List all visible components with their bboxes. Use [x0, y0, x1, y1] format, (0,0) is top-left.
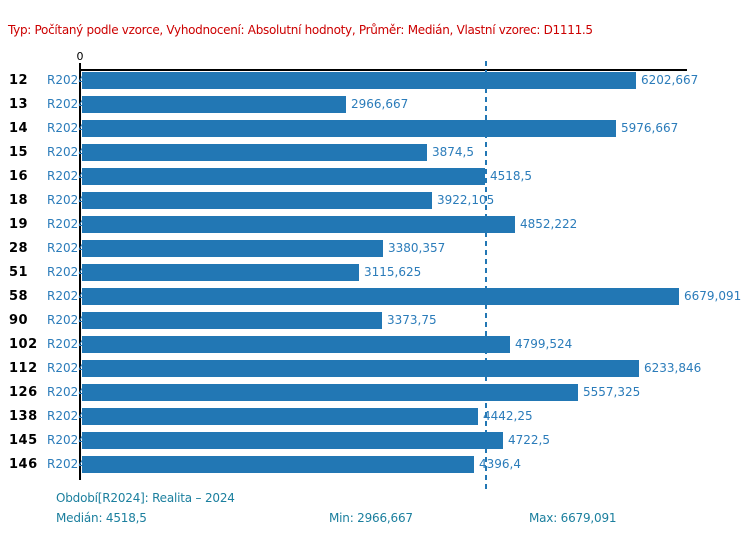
row-period-label: R2024: [47, 121, 86, 135]
bar-row: 13 R2024 2966,667: [0, 96, 750, 120]
value-bar[interactable]: [82, 192, 432, 209]
bar-row: 146 R2024 4396,4: [0, 456, 750, 480]
row-number-label: 28: [9, 241, 29, 256]
row-number-label: 16: [9, 169, 29, 184]
value-bar[interactable]: [82, 168, 485, 185]
row-number-label: 51: [9, 265, 29, 280]
value-bar[interactable]: [82, 384, 578, 401]
row-number-label: 146: [9, 457, 38, 472]
bar-value-label: 2966,667: [351, 97, 409, 111]
bar-value-label: 3922,105: [437, 193, 495, 207]
value-bar[interactable]: [82, 72, 636, 89]
value-bar[interactable]: [82, 432, 503, 449]
row-number-label: 15: [9, 145, 29, 160]
bar-value-label: 5976,667: [621, 121, 679, 135]
row-number-label: 12: [9, 73, 29, 88]
bar-row: 51 R2024 3115,625: [0, 264, 750, 288]
footer-median-stat: Medián: 4518,5: [56, 511, 147, 525]
bar-row: 126 R2024 5557,325: [0, 384, 750, 408]
bar-rows: 12 R2024 6202,667 13 R2024 2966,667 14 R2024 597…: [0, 72, 750, 480]
axis-zero-tick-label: 0: [76, 50, 84, 63]
bar-value-label: 4722,5: [508, 433, 550, 447]
row-number-label: 126: [9, 385, 38, 400]
bar-row: 102 R2024 4799,524: [0, 336, 750, 360]
bar-row: 12 R2024 6202,667: [0, 72, 750, 96]
footer-min-stat: Min: 2966,667: [329, 511, 413, 525]
bar-row: 145 R2024 4722,5: [0, 432, 750, 456]
bar-value-label: 5557,325: [583, 385, 641, 399]
bar-value-label: 4518,5: [490, 169, 532, 183]
bar-value-label: 3373,75: [387, 313, 437, 327]
bar-row: 90 R2024 3373,75: [0, 312, 750, 336]
bar-value-label: 6679,091: [684, 289, 742, 303]
value-bar[interactable]: [82, 456, 474, 473]
value-bar[interactable]: [82, 312, 382, 329]
footer-period-label: Období[R2024]: Realita – 2024: [56, 491, 235, 505]
value-bar[interactable]: [82, 120, 616, 137]
row-period-label: R2024: [47, 217, 86, 231]
bar-row: 58 R2024 6679,091: [0, 288, 750, 312]
bar-row: 14 R2024 5976,667: [0, 120, 750, 144]
bar-value-label: 3380,357: [388, 241, 446, 255]
row-period-label: R2024: [47, 289, 86, 303]
bar-value-label: 3115,625: [364, 265, 422, 279]
row-period-label: R2024: [47, 265, 86, 279]
row-period-label: R2024: [47, 457, 86, 471]
row-number-label: 18: [9, 193, 29, 208]
row-period-label: R2024: [47, 73, 86, 87]
row-period-label: R2024: [47, 97, 86, 111]
row-period-label: R2024: [47, 361, 86, 375]
row-period-label: R2024: [47, 169, 86, 183]
bar-value-label: 4799,524: [515, 337, 573, 351]
bar-row: 18 R2024 3922,105: [0, 192, 750, 216]
bar-row: 19 R2024 4852,222: [0, 216, 750, 240]
bar-value-label: 6233,846: [644, 361, 702, 375]
row-number-label: 14: [9, 121, 29, 136]
bar-value-label: 4852,222: [520, 217, 578, 231]
bar-row: 138 R2024 4442,25: [0, 408, 750, 432]
median-reference-line: [485, 61, 487, 489]
value-bar[interactable]: [82, 408, 478, 425]
row-period-label: R2024: [47, 193, 86, 207]
value-bar[interactable]: [82, 240, 383, 257]
row-number-label: 138: [9, 409, 38, 424]
footer-max-stat: Max: 6679,091: [529, 511, 617, 525]
row-period-label: R2024: [47, 433, 86, 447]
value-bar[interactable]: [82, 144, 427, 161]
row-number-label: 102: [9, 337, 38, 352]
value-bar[interactable]: [82, 264, 359, 281]
row-number-label: 145: [9, 433, 38, 448]
value-bar[interactable]: [82, 336, 510, 353]
row-period-label: R2024: [47, 313, 86, 327]
bar-value-label: 3874,5: [432, 145, 474, 159]
chart-settings-info: Typ: Počítaný podle vzorce, Vyhodnocení:…: [8, 23, 593, 37]
row-number-label: 112: [9, 361, 38, 376]
row-number-label: 58: [9, 289, 29, 304]
bar-row: 15 R2024 3874,5: [0, 144, 750, 168]
y-axis-line: [79, 63, 81, 480]
value-bar[interactable]: [82, 216, 515, 233]
bar-value-label: 6202,667: [641, 73, 699, 87]
row-period-label: R2024: [47, 145, 86, 159]
bar-value-label: 4396,4: [479, 457, 521, 471]
row-number-label: 90: [9, 313, 29, 328]
row-period-label: R2024: [47, 337, 86, 351]
row-number-label: 13: [9, 97, 29, 112]
value-bar[interactable]: [82, 288, 679, 305]
bar-row: 112 R2024 6233,846: [0, 360, 750, 384]
row-period-label: R2024: [47, 385, 86, 399]
bar-value-label: 4442,25: [483, 409, 533, 423]
x-axis-line: [79, 69, 687, 71]
bar-row: 16 R2024 4518,5: [0, 168, 750, 192]
row-period-label: R2024: [47, 241, 86, 255]
bar-row: 28 R2024 3380,357: [0, 240, 750, 264]
row-number-label: 19: [9, 217, 29, 232]
value-bar[interactable]: [82, 96, 346, 113]
row-period-label: R2024: [47, 409, 86, 423]
value-bar[interactable]: [82, 360, 639, 377]
